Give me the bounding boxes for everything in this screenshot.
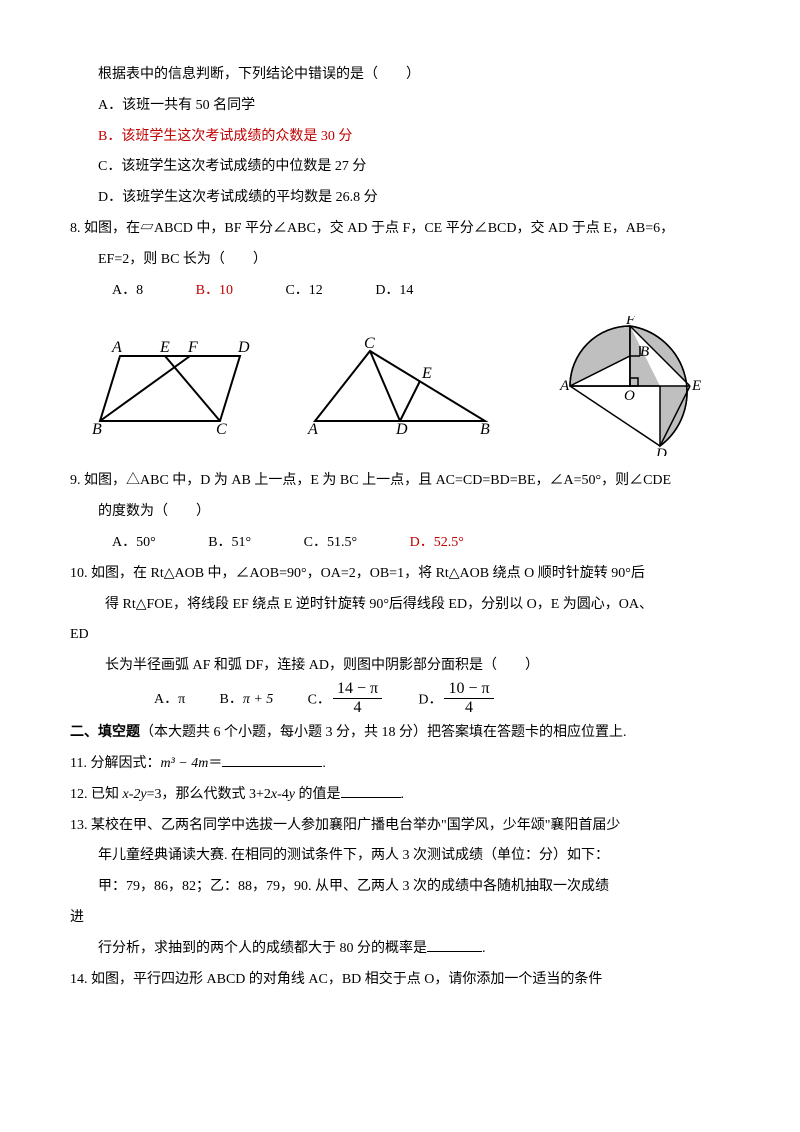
section2-title: 二、填空题 — [70, 725, 140, 740]
svg-text:C: C — [364, 336, 375, 352]
svg-text:E: E — [691, 378, 701, 394]
section2-heading: 二、填空题（本大题共 6 个小题，每小题 3 分，共 18 分）把答案填在答题卡… — [70, 718, 730, 749]
q10-stem-line2b: ED — [70, 620, 730, 651]
q14: 14. 如图，平行四边形 ABCD 的对角线 AC，BD 相交于点 O，请你添加… — [70, 965, 730, 996]
svg-text:C: C — [216, 421, 227, 436]
q13-line4: 行分析，求抽到的两个人的成绩都大于 80 分的概率是. — [70, 934, 730, 965]
q9-stem-line1: 9. 如图，△ABC 中，D 为 AB 上一点，E 为 BC 上一点，且 AC=… — [70, 466, 730, 497]
figure-arcs: A F B O E D — [540, 316, 730, 456]
q7-option-c: C．该班学生这次考试成绩的中位数是 27 分 — [70, 152, 730, 183]
svg-text:D: D — [395, 421, 408, 436]
q10-stem-line3: 长为半径画弧 AF 和弧 DF，连接 AD，则图中阴影部分面积是（ ） — [70, 651, 730, 682]
q7-option-d: D．该班学生这次考试成绩的平均数是 26.8 分 — [70, 183, 730, 214]
q9-option-d: D．52.5° — [410, 528, 464, 559]
svg-text:B: B — [640, 344, 649, 360]
svg-text:A: A — [111, 339, 122, 356]
svg-text:D: D — [655, 446, 667, 456]
section2-desc: （本大题共 6 个小题，每小题 3 分，共 18 分）把答案填在答题卡的相应位置… — [140, 725, 627, 740]
q9-stem-line2: 的度数为（ ） — [70, 497, 730, 528]
q13-blank — [427, 937, 482, 952]
q10-stem-line1: 10. 如图，在 Rt△AOB 中，∠AOB=90°，OA=2，OB=1，将 R… — [70, 559, 730, 590]
q8-stem-line1: 8. 如图，在▱ABCD 中，BF 平分∠ABC，交 AD 于点 F，CE 平分… — [70, 214, 730, 245]
q13-line2: 年儿童经典诵读大赛. 在相同的测试条件下，两人 3 次测试成绩（单位：分）如下： — [70, 841, 730, 872]
q8-option-c: C．12 — [285, 276, 322, 307]
q10-options: A．π B．π + 5 C．14 − π4 D．10 − π4 — [70, 682, 730, 718]
svg-text:B: B — [92, 421, 102, 436]
q9-options: A．50° B．51° C．51.5° D．52.5° — [70, 528, 730, 559]
q12: 12. 已知 x-2y=3，那么代数式 3+2x-4y 的值是. — [70, 780, 730, 811]
q7-stem: 根据表中的信息判断，下列结论中错误的是（ ） — [70, 60, 730, 91]
q8-stem-line2: EF=2，则 BC 长为（ ） — [70, 245, 730, 276]
q9-option-c: C．51.5° — [304, 528, 357, 559]
svg-text:F: F — [187, 339, 198, 356]
svg-text:D: D — [237, 339, 250, 356]
q8-option-a: A．8 — [112, 276, 143, 307]
svg-text:E: E — [159, 339, 170, 356]
svg-text:A: A — [559, 378, 570, 394]
svg-text:A: A — [307, 421, 318, 436]
figure-triangle: A D B C E — [300, 336, 500, 436]
q9-option-b: B．51° — [208, 528, 251, 559]
q8-option-d: D．14 — [375, 276, 413, 307]
q11-blank — [222, 752, 322, 767]
q10-option-b: B．π + 5 — [219, 685, 273, 716]
figure-parallelogram: A E F D B C — [90, 336, 260, 436]
svg-text:E: E — [421, 365, 432, 382]
q10-option-c: C．14 − π4 — [308, 682, 384, 718]
figures-row: A E F D B C A D B C E — [70, 306, 730, 466]
q8-options: A．8 B．10 C．12 D．14 — [70, 276, 730, 307]
q10-stem-line2: 得 Rt△FOE，将线段 EF 绕点 E 逆时针旋转 90°后得线段 ED，分别… — [70, 590, 730, 621]
svg-text:F: F — [625, 316, 636, 328]
q9-option-a: A．50° — [112, 528, 156, 559]
q13-line1: 13. 某校在甲、乙两名同学中选拔一人参加襄阳广播电台举办"国学风，少年颂"襄阳… — [70, 811, 730, 842]
svg-text:B: B — [480, 421, 490, 436]
q7-option-a: A．该班一共有 50 名同学 — [70, 91, 730, 122]
q13-line3b: 进 — [70, 903, 730, 934]
q13-line3: 甲：79，86，82；乙：88，79，90. 从甲、乙两人 3 次的成绩中各随机… — [70, 872, 730, 903]
q8-option-b: B．10 — [196, 276, 233, 307]
q10-option-a: A．π — [154, 685, 185, 716]
q12-blank — [341, 783, 401, 798]
q10-option-d: D．10 − π4 — [418, 682, 495, 718]
svg-text:O: O — [624, 388, 635, 404]
q11: 11. 分解因式：m³ − 4m＝. — [70, 749, 730, 780]
q7-option-b: B．该班学生这次考试成绩的众数是 30 分 — [70, 122, 730, 153]
